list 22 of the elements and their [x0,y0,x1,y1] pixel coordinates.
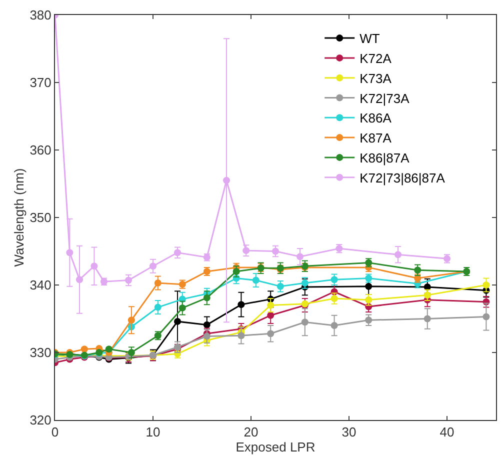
legend-label: K72|73A [360,90,410,106]
y-tick-label: 360 [30,142,52,158]
legend-label: K73A [360,70,392,86]
legend-label: K86A [360,110,392,126]
x-axis-title: Exposed LPR [236,440,316,455]
y-tick-label: 350 [30,210,52,226]
legend-label: WT [360,31,380,46]
legend-label: K72A [360,51,392,66]
y-tick-label: 370 [30,75,52,90]
y-tick-label: 330 [30,345,52,360]
x-tick-label: 30 [342,424,356,440]
x-tick-label: 0 [51,424,59,440]
y-tick-label: 340 [30,278,52,293]
legend-label: K87A [360,130,392,146]
y-tick-label: 380 [30,8,52,23]
x-tick-label: 10 [146,424,160,440]
legend-label: K86|87A [360,150,410,166]
x-tick-label: 20 [244,424,258,440]
y-tick-label: 320 [30,412,52,428]
y-axis-title: Wavelength (nm) [12,168,27,267]
legend-label: K72|73|86|87A [360,170,446,186]
x-tick-label: 40 [440,424,454,440]
